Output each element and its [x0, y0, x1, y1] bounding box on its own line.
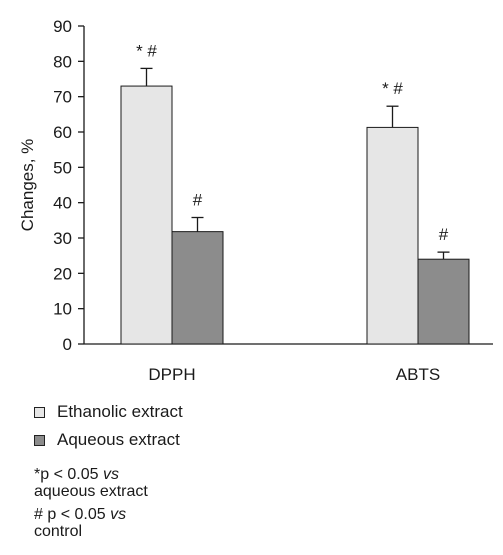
- note-hash-vs: vs: [110, 506, 127, 523]
- note-hash: # p < 0.05 vs control: [34, 506, 148, 540]
- legend-label-aqueous: Aqueous extract: [57, 430, 180, 449]
- note-star-vs: vs: [102, 466, 119, 483]
- x-tick-label: DPPH: [148, 365, 195, 384]
- significance-notes: *p < 0.05 vs aqueous extract # p < 0.05 …: [34, 466, 148, 546]
- legend-item-aqueous: Aqueous extract: [34, 426, 183, 454]
- significance-mark: #: [193, 191, 203, 210]
- y-tick-label: 90: [53, 17, 72, 36]
- y-tick-label: 10: [53, 300, 72, 319]
- significance-mark: * #: [382, 79, 403, 98]
- y-tick-label: 60: [53, 123, 72, 142]
- bar-aqueous-dpph: [171, 231, 224, 345]
- bar-ethanolic-abts: [366, 126, 419, 345]
- significance-mark: * #: [136, 41, 157, 60]
- x-tick-label: ABTS: [396, 365, 440, 384]
- y-tick-label: 30: [53, 229, 72, 248]
- legend-label-ethanolic: Ethanolic extract: [57, 402, 183, 421]
- legend: Ethanolic extract Aqueous extract: [34, 398, 183, 454]
- legend-swatch-ethanolic: [34, 406, 45, 418]
- y-axis-label: Changes, %: [18, 139, 37, 232]
- note-star-tail: aqueous extract: [34, 483, 148, 500]
- significance-mark: #: [439, 225, 449, 244]
- legend-swatch-aqueous: [34, 434, 45, 446]
- y-tick-label: 50: [53, 158, 72, 177]
- bar-chart: 0 10 20 30 40 50 60 70 80 90 Changes, % * # # DPPH * #…: [18, 17, 493, 384]
- y-tick-label: 20: [53, 264, 72, 283]
- bar-ethanolic-dpph: [120, 85, 173, 345]
- y-tick-label: 80: [53, 52, 72, 71]
- bar-aqueous-abts: [417, 258, 470, 345]
- legend-item-ethanolic: Ethanolic extract: [34, 398, 183, 426]
- y-tick-label: 40: [53, 194, 72, 213]
- note-star: *p < 0.05 vs aqueous extract: [34, 466, 148, 500]
- y-tick-label: 0: [63, 335, 72, 354]
- y-tick-label: 70: [53, 88, 72, 107]
- note-star-lead: *p < 0.05: [34, 466, 103, 483]
- note-hash-lead: # p < 0.05: [34, 506, 111, 523]
- note-hash-tail: control: [34, 523, 83, 540]
